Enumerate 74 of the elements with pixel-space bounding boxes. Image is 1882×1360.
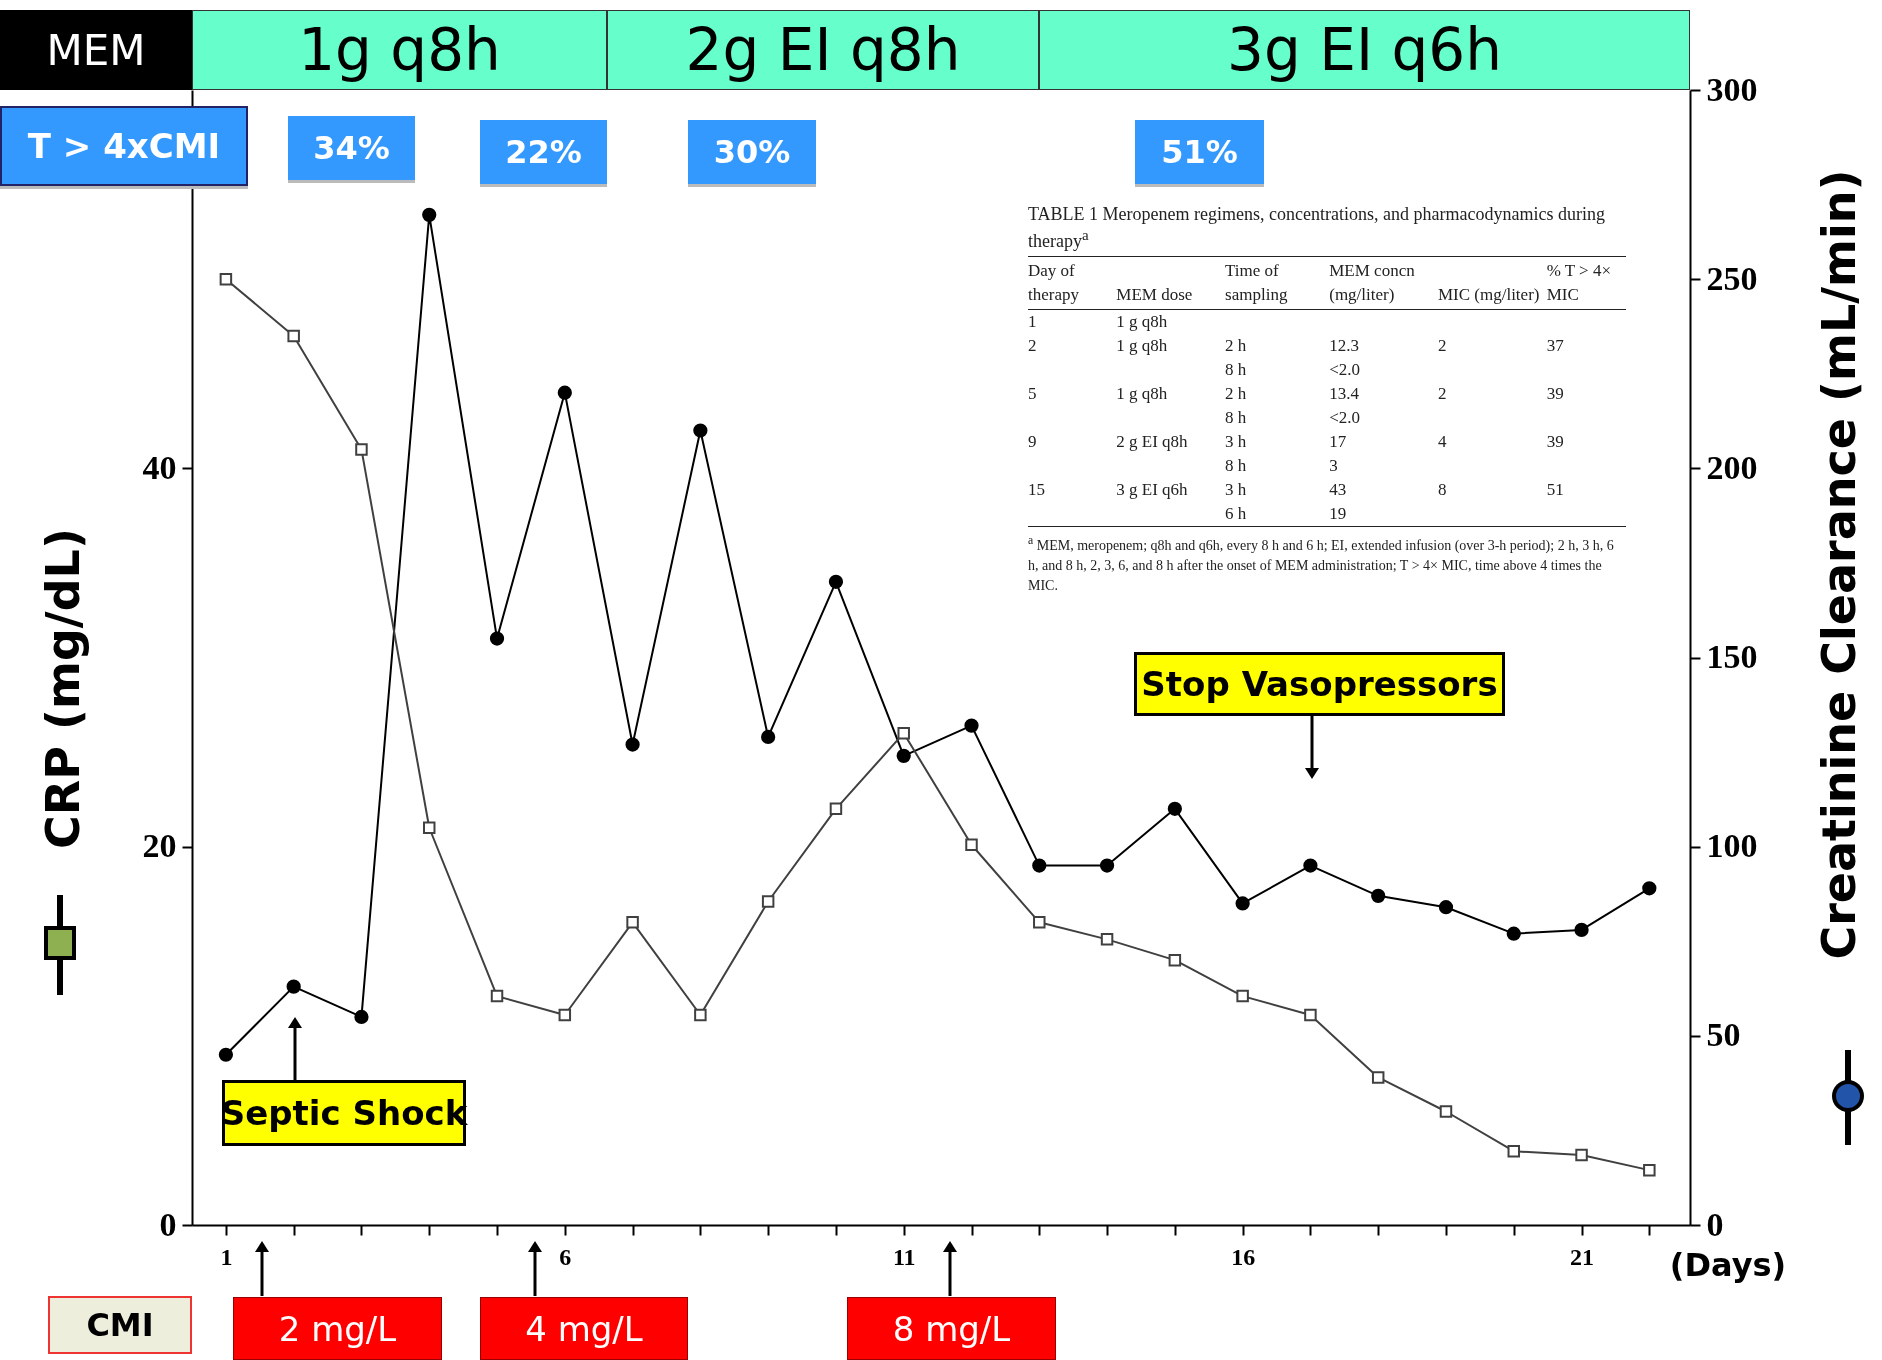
annotation: Stop Vasopressors	[1134, 652, 1505, 716]
text: CMI	[48, 1296, 192, 1354]
annotation: $^{a}$ MEM, meropenem; q8h and q6h, every 8 h and 6 h; EI, extended infusion (over 3-h period); 2 h, 3 h, 6 h, and 8 h, 2, 3, 6, and 8 h after the onset of MEM administration; T > 4× MIC, time above 4 times the MIC.	[1028, 533, 1615, 595]
annotation: 2 h	[1225, 335, 1248, 357]
annotation: 12.3	[1329, 335, 1360, 357]
annotation: 2 g EI q8h	[1116, 431, 1189, 453]
annotation: 37	[1546, 335, 1565, 357]
x-axis-title: (Days)	[1669, 1246, 1787, 1284]
y2-tick-label: 150	[1706, 638, 1758, 675]
x-tick-label: 21	[1570, 1243, 1595, 1270]
annotation: 8 h	[1225, 359, 1248, 381]
annotation: TABLE 1 Meropenem regimens, concentrations, and pharmacodynamics during therapy$^{a}$	[1028, 204, 1606, 252]
annotation: 39	[1546, 431, 1565, 453]
annotation: Time of sampling	[1225, 256, 1330, 310]
annotation: 4	[1437, 431, 1448, 453]
annotation: 34%	[288, 116, 415, 180]
y-axis-title: CRP (mg/dL)	[35, 528, 90, 849]
annotation: 13.4	[1329, 383, 1360, 405]
text: 8 mg/L	[847, 1297, 1056, 1360]
annotation: 2	[1437, 335, 1448, 357]
text: 2g EI q8h	[607, 10, 1039, 90]
y2-tick-label: 300	[1706, 70, 1758, 108]
y-tick-label: 20	[142, 827, 177, 865]
y2-axis-title: Creatinine Clearance (mL/min)	[1811, 169, 1866, 960]
annotation: 22%	[480, 120, 607, 184]
annotation: T > 4xCMI	[0, 106, 248, 186]
annotation: 2 h	[1225, 383, 1248, 405]
y2-tick-label: 50	[1706, 1016, 1741, 1054]
text: 1g q8h	[192, 10, 607, 90]
x-tick-label: 1	[220, 1243, 233, 1270]
y2-tick-label: 0	[1706, 1205, 1724, 1243]
annotation: 1 g q8h	[1116, 383, 1169, 405]
annotation: 8 h	[1225, 455, 1248, 477]
annotation: 3 h	[1225, 431, 1248, 453]
annotation: 1 g q8h	[1116, 335, 1169, 357]
annotation: 6 h	[1225, 503, 1248, 525]
annotation: 19	[1329, 503, 1348, 525]
annotation: 15	[1028, 479, 1046, 501]
annotation: 2	[1437, 383, 1448, 405]
annotation: <2.0	[1329, 407, 1362, 429]
y2-tick-label: 200	[1706, 448, 1758, 486]
annotation: 1 g q8h	[1116, 311, 1169, 333]
annotation: 51	[1546, 479, 1565, 501]
text: 2 mg/L	[233, 1297, 442, 1360]
x-tick-label: 6	[559, 1243, 572, 1270]
annotation: 51%	[1135, 120, 1264, 184]
y-tick-label: 40	[142, 448, 177, 486]
annotation: MEM concn (mg/liter)	[1329, 256, 1438, 310]
annotation: 1	[1028, 311, 1038, 333]
annotation: 2	[1028, 335, 1038, 357]
y-tick-label: 0	[159, 1205, 177, 1243]
annotation: 9	[1028, 431, 1038, 453]
text: MEM	[0, 10, 192, 90]
y2-tick-label: 100	[1706, 827, 1758, 865]
annotation: <2.0	[1329, 359, 1362, 381]
annotation: 43	[1329, 479, 1348, 501]
annotation: 5	[1028, 383, 1038, 405]
annotation: 39	[1546, 383, 1565, 405]
annotation: 8	[1437, 479, 1448, 501]
annotation: Day of therapy	[1028, 256, 1117, 310]
text: 4 mg/L	[480, 1297, 688, 1360]
annotation: MIC (mg/liter)	[1437, 256, 1547, 310]
annotation: % T > 4× MIC	[1546, 256, 1626, 310]
x-tick-label: 16	[1231, 1243, 1256, 1270]
annotation: 8 h	[1225, 407, 1248, 429]
annotation: 17	[1329, 431, 1348, 453]
text: 3g EI q6h	[1039, 10, 1690, 90]
annotation: MEM dose	[1116, 256, 1226, 310]
annotation: 30%	[688, 120, 816, 184]
annotation: 3	[1329, 455, 1339, 477]
annotation: 3 h	[1225, 479, 1248, 501]
x-tick-label: 11	[892, 1243, 916, 1270]
annotation: 3 g EI q6h	[1116, 479, 1189, 501]
y2-tick-label: 250	[1706, 259, 1758, 297]
